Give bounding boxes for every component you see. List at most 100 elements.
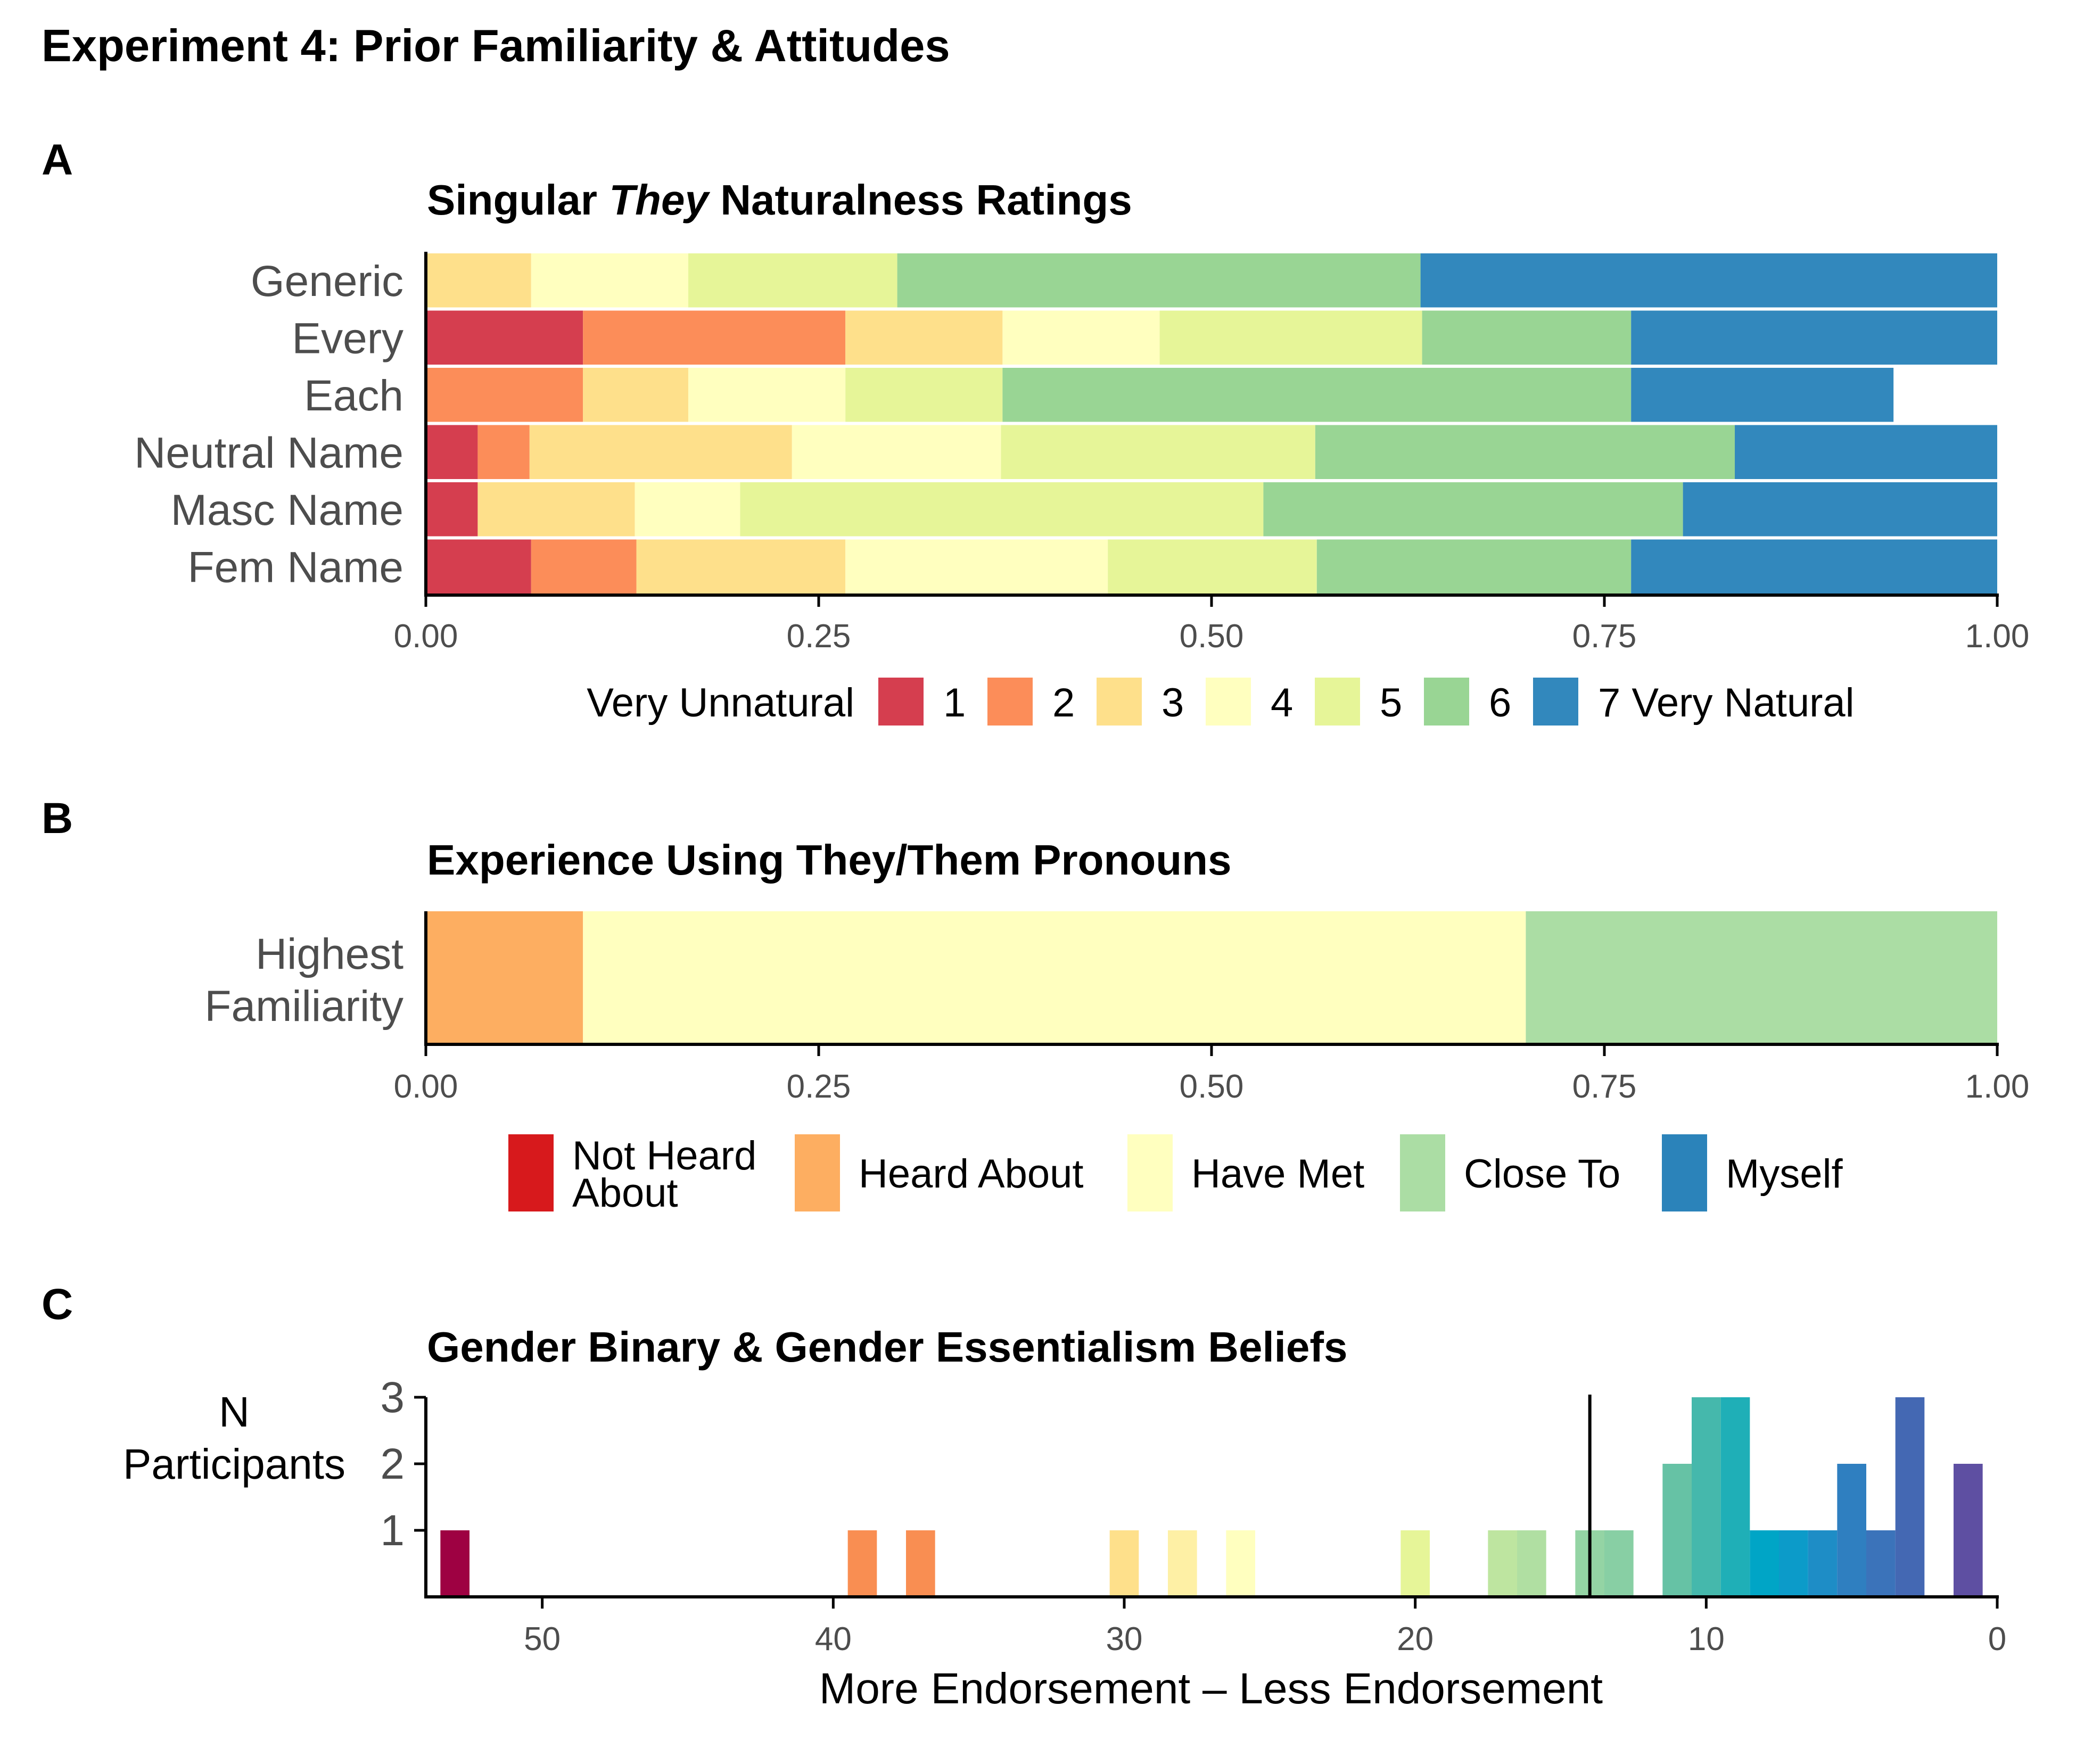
histogram-bar-6 — [1808, 1530, 1838, 1597]
bar-fem-name-2 — [531, 539, 637, 594]
panel-a-legend-title: Very Unnatural — [587, 680, 854, 726]
bar-neutral-name-1 — [426, 425, 478, 479]
bar-every-5 — [1159, 310, 1422, 365]
histogram-bar-13 — [1604, 1530, 1634, 1597]
bar-neutral-name-2 — [477, 425, 530, 479]
bar-neutral-name-5 — [1001, 425, 1315, 479]
panel-c-x-tick-label: 50 — [524, 1621, 561, 1658]
figure-title: Experiment 4: Prior Familiarity & Attitu… — [42, 21, 950, 71]
category-label-line: Highest — [256, 930, 403, 978]
panel-a-letter: A — [42, 136, 73, 184]
bar-each-6 — [1002, 368, 1632, 422]
bar-masc-name-4 — [635, 482, 740, 537]
bar-every-1 — [426, 310, 583, 365]
panel-c-title: Gender Binary & Gender Essentialism Beli… — [427, 1323, 1348, 1371]
bar-each-3 — [583, 368, 688, 422]
bar-highest-familiarity-have-met — [583, 911, 1526, 1044]
legend-key-close-to — [1400, 1134, 1445, 1211]
legend-label-myself: Myself — [1726, 1151, 1843, 1197]
bar-neutral-name-4 — [792, 425, 1001, 479]
bar-fem-name-5 — [1108, 539, 1317, 594]
panel-b-x-tick-label: 1.00 — [1965, 1068, 2030, 1105]
legend-key-7-very-natural — [1533, 678, 1578, 726]
panel-a-x-tick-label: 1.00 — [1965, 618, 2030, 655]
category-label-highest-familiarity: Highest Familiarity — [204, 930, 403, 1031]
category-label-neutral-name: Neutral Name — [134, 428, 403, 477]
bar-generic-4 — [531, 253, 688, 308]
panel-a-chart: Generic Every Each Neutral Name Masc Name Fem… — [134, 252, 2029, 726]
category-label-masc-name: Masc Name — [171, 486, 403, 534]
bar-highest-familiarity-heard-about — [426, 911, 583, 1044]
bar-every-4 — [1002, 310, 1160, 365]
category-label-every: Every — [292, 314, 403, 362]
panel-a-x-tick-label: 0.50 — [1180, 618, 1244, 655]
histogram-bar-53 — [440, 1530, 469, 1597]
histogram-bar-9 — [1720, 1397, 1750, 1597]
panel-c-x-tick-label: 20 — [1397, 1621, 1434, 1658]
legend-label-4: 4 — [1271, 680, 1293, 726]
panel-b-title: Experience Using They/Them Pronouns — [427, 836, 1231, 884]
legend-key-not-heard-about — [508, 1134, 554, 1211]
bar-generic-5 — [688, 253, 897, 308]
histogram-bar-3 — [1895, 1397, 1925, 1597]
panel-a-title: Singular They Naturalness Ratings — [427, 176, 1132, 224]
bar-fem-name-6 — [1316, 539, 1632, 594]
panel-b-chart: Highest Familiarity 0.00 0.25 0.50 0.75 1.00 No… — [204, 911, 2029, 1216]
panel-b-x-tick-label: 0.25 — [787, 1068, 851, 1105]
panel-c-x-axis-title: More Endorsement – Less Endorsement — [819, 1664, 1603, 1713]
bar-generic-7-very-natural — [1420, 253, 1997, 308]
legend-label-line: About — [572, 1170, 678, 1216]
panel-c-x-tick-label: 30 — [1106, 1621, 1143, 1658]
bar-masc-name-6 — [1263, 482, 1683, 537]
panel-a-x-tick-label: 0.25 — [787, 618, 851, 655]
bar-masc-name-7-very-natural — [1683, 482, 1997, 537]
histogram-bar-39 — [847, 1530, 877, 1597]
bar-generic-6 — [897, 253, 1421, 308]
bar-each-4 — [688, 368, 846, 422]
histogram-bar-10 — [1692, 1397, 1721, 1597]
legend-key-have-met — [1127, 1134, 1173, 1211]
legend-key-6 — [1424, 678, 1469, 726]
histogram-bar-11 — [1662, 1464, 1692, 1597]
bar-each-7-very-natural — [1631, 368, 1894, 422]
histogram-bar-17 — [1488, 1530, 1517, 1597]
panel-b-x-tick-label: 0.75 — [1572, 1068, 1637, 1105]
panel-c-x-tick-label: 40 — [815, 1621, 852, 1658]
category-label-generic: Generic — [251, 257, 403, 306]
panel-c-y-axis-title-line: N — [219, 1388, 250, 1436]
legend-label-6: 6 — [1489, 680, 1511, 726]
panel-c-y-tick-label: 3 — [380, 1373, 405, 1422]
panel-a-title-em: They — [609, 176, 710, 224]
histogram-bar-20 — [1401, 1530, 1430, 1597]
bar-masc-name-3 — [477, 482, 635, 537]
histogram-bar-30 — [1109, 1530, 1139, 1597]
histogram-bar-1 — [1954, 1464, 1983, 1597]
bar-each-5 — [845, 368, 1003, 422]
histogram-bar-4 — [1866, 1530, 1896, 1597]
legend-key-heard-about — [795, 1134, 840, 1211]
category-label-each: Each — [304, 372, 403, 420]
bar-every-2 — [583, 310, 846, 365]
panel-c-y-axis-title: N Participants — [123, 1388, 345, 1488]
bar-neutral-name-7-very-natural — [1735, 425, 1997, 479]
legend-key-2 — [987, 678, 1033, 726]
bar-neutral-name-3 — [529, 425, 792, 479]
panel-c-x-tick-label: 0 — [1988, 1621, 2006, 1658]
panel-c-x-tick-label: 10 — [1688, 1621, 1725, 1658]
histogram-bar-28 — [1168, 1530, 1197, 1597]
panel-c-y-axis-title-line: Participants — [123, 1440, 345, 1488]
bar-fem-name-4 — [845, 539, 1108, 594]
histogram-bar-37 — [906, 1530, 935, 1597]
histogram-bar-8 — [1750, 1530, 1779, 1597]
bar-every-6 — [1422, 310, 1632, 365]
bar-fem-name-7-very-natural — [1631, 539, 1997, 594]
legend-key-3 — [1097, 678, 1142, 726]
bar-fem-name-1 — [426, 539, 531, 594]
legend-label-5: 5 — [1380, 680, 1402, 726]
legend-key-1 — [878, 678, 924, 726]
legend-label-not-heard-about: Not Heard About — [572, 1133, 756, 1216]
panel-b-letter: B — [42, 794, 73, 843]
category-label-fem-name: Fem Name — [187, 543, 403, 591]
histogram-bar-16 — [1517, 1530, 1546, 1597]
legend-key-4 — [1206, 678, 1251, 726]
